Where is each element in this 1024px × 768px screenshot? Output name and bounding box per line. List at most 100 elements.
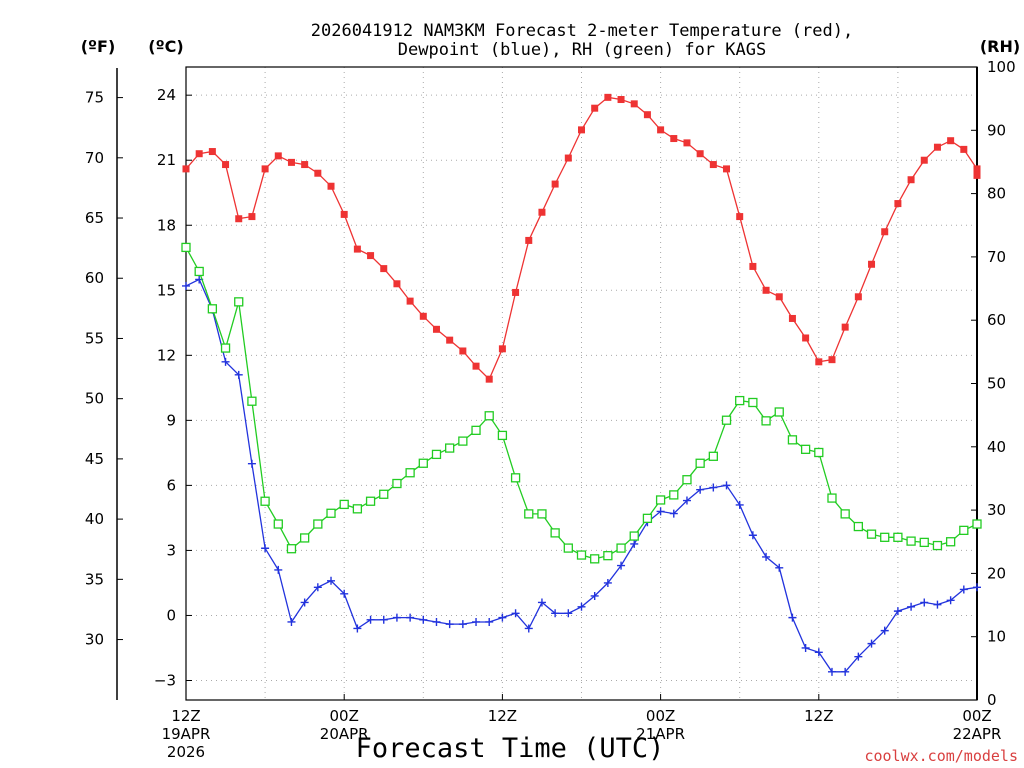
rh-point: [906, 536, 916, 546]
rh-point: [932, 540, 943, 551]
fahrenheit-tick-label: 40: [85, 510, 104, 528]
dewpoint-point: [432, 617, 441, 626]
x-tick-label: 20APR: [320, 725, 369, 743]
rh-point: [866, 529, 877, 539]
dewpoint-point: [261, 544, 270, 553]
rh-point: [220, 343, 231, 353]
temperature-point: [274, 152, 282, 160]
temperature-point: [762, 286, 770, 294]
dewpoint-point: [313, 583, 322, 592]
celsius-tick-label: 0: [166, 606, 176, 624]
dewpoint-point: [656, 507, 665, 516]
x-tick-label: 21APR: [636, 725, 685, 743]
dewpoint-point: [498, 613, 507, 622]
dewpoint-point: [458, 620, 467, 629]
rh-point: [853, 521, 863, 532]
rh-point: [326, 508, 336, 518]
temperature-point: [723, 165, 731, 173]
fahrenheit-tick-label: 60: [85, 269, 104, 287]
temperature-point: [933, 143, 941, 151]
temperature-point: [327, 182, 335, 190]
dewpoint-point: [814, 648, 823, 657]
rh-tick-label: 70: [987, 248, 1006, 266]
rh-point: [972, 519, 982, 529]
temperature-point: [604, 93, 612, 101]
rh-point: [721, 415, 732, 425]
temperature-point: [881, 228, 889, 236]
temperature-point: [261, 165, 269, 173]
temperature-point: [736, 213, 744, 221]
chart-title-line-1: 2026041912 NAM3KM Forecast 2-meter Tempe…: [311, 21, 853, 41]
dewpoint-point: [669, 509, 678, 518]
dewpoint-point: [366, 615, 375, 624]
temperature-point: [749, 262, 757, 270]
dewpoint-point: [854, 652, 863, 661]
x-tick-label: 22APR: [953, 725, 1002, 743]
rh-point: [735, 395, 745, 406]
rh-tick-label: 0: [987, 691, 997, 709]
rh-point: [286, 544, 297, 554]
temperature-point: [960, 145, 968, 153]
rh-point: [431, 449, 442, 460]
dewpoint-point: [445, 620, 454, 629]
fahrenheit-axis-label: (ºF): [81, 37, 116, 56]
celsius-tick-label: 6: [166, 476, 176, 494]
rh-point: [629, 531, 639, 541]
rh-point: [840, 509, 850, 519]
temperature-point: [894, 200, 902, 208]
rh-point: [814, 447, 824, 458]
celsius-tick-label: 12: [157, 346, 176, 364]
rh-tick-label: 50: [987, 375, 1006, 393]
dewpoint-point: [340, 589, 349, 598]
temperature-point: [512, 288, 520, 296]
temperature-point: [657, 126, 665, 134]
rh-point: [471, 425, 481, 435]
rh-point: [642, 513, 653, 523]
temperature-point: [235, 215, 243, 223]
temperature-point: [973, 171, 981, 179]
rh-point: [313, 519, 323, 529]
temperature-point: [353, 245, 361, 253]
temperature-point: [222, 161, 230, 169]
celsius-tick-label: 24: [157, 86, 176, 104]
temperature-point: [709, 161, 717, 169]
rh-point: [563, 543, 573, 553]
temperature-point: [248, 213, 256, 221]
rh-point: [339, 499, 349, 510]
rh-point: [708, 451, 718, 461]
dewpoint-point: [406, 613, 415, 622]
dewpoint-point: [300, 598, 309, 607]
temperature-point: [802, 334, 810, 342]
rh-point: [524, 509, 534, 519]
rh-point: [695, 458, 705, 468]
x-tick-label: 12Z: [804, 707, 833, 725]
temperature-point: [485, 375, 493, 383]
temperature-point: [182, 165, 190, 173]
dewpoint-point: [537, 598, 546, 607]
rh-point: [260, 496, 270, 506]
rh-point: [893, 532, 903, 542]
dewpoint-point: [696, 485, 705, 494]
dewpoint-point: [392, 613, 401, 622]
rh-point: [748, 397, 758, 408]
temperature-point: [578, 126, 585, 134]
dewpoint-point: [973, 583, 981, 592]
temperature-point: [841, 323, 849, 331]
rh-point: [273, 519, 283, 529]
temperature-point: [340, 210, 348, 218]
celsius-tick-label: 18: [157, 216, 176, 234]
dewpoint-point: [682, 496, 691, 505]
rh-tick-label: 60: [987, 311, 1006, 329]
temperature-point: [670, 135, 678, 143]
dewpoint-point: [827, 667, 836, 676]
dewpoint-point: [907, 602, 916, 611]
rh-point: [181, 242, 191, 253]
dewpoint-point: [274, 565, 283, 574]
rh-point: [418, 458, 428, 468]
temperature-point: [551, 180, 559, 188]
rh-point: [194, 266, 204, 277]
temperature-point: [617, 96, 625, 104]
dewpoint-point: [234, 370, 243, 379]
rh-point: [379, 489, 389, 499]
temperature-point: [920, 156, 928, 164]
